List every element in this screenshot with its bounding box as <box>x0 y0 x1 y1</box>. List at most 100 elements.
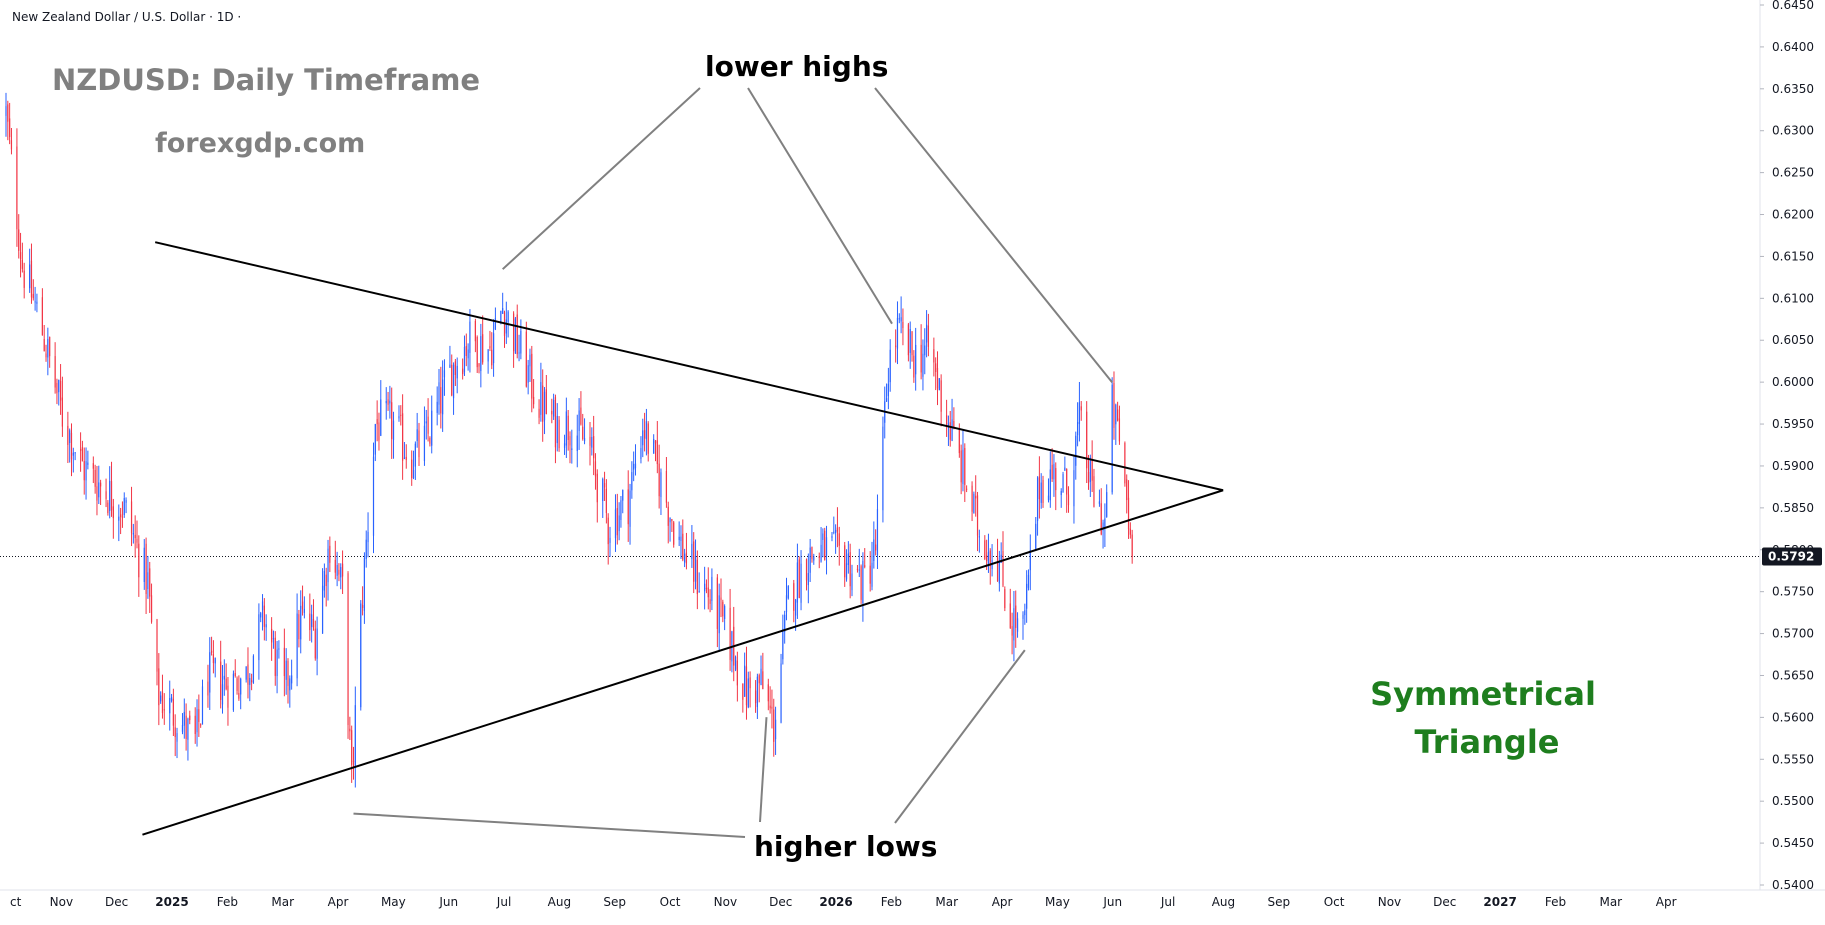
candle-body <box>58 379 60 393</box>
candle-body <box>767 684 769 702</box>
candle-body <box>531 353 533 399</box>
price-tick-label: 0.5400 <box>1772 878 1814 892</box>
candle-body <box>645 421 648 440</box>
candle-body <box>558 419 560 449</box>
candle-body <box>976 495 979 536</box>
price-tick-label: 0.5900 <box>1772 459 1814 473</box>
candle-body <box>1038 476 1040 500</box>
candle-body <box>1086 411 1088 469</box>
candle-body <box>889 349 891 383</box>
candle-body <box>898 318 900 320</box>
candle-body <box>780 663 782 723</box>
candle-body <box>1076 421 1079 436</box>
candle-body <box>684 553 686 563</box>
candle-body <box>451 364 453 396</box>
candle-body <box>1098 501 1101 504</box>
candle-body <box>258 614 260 661</box>
candle-body <box>660 472 662 498</box>
candle-body <box>92 463 94 469</box>
candle-body <box>9 118 11 138</box>
candle-body <box>402 413 404 461</box>
price-tick-label: 0.6400 <box>1772 40 1814 54</box>
candle-body <box>820 544 822 562</box>
candle-body <box>387 399 389 405</box>
site-label: forexgdp.com <box>155 128 365 159</box>
candle-body <box>1075 435 1077 466</box>
candle-body <box>354 705 356 767</box>
price-scale[interactable]: 0.6450 0.6400 0.6350 0.6300 0.6250 0.6200 0.61… <box>0 0 1825 892</box>
candle-body <box>633 463 635 470</box>
higher-lows-label: higher lows <box>754 830 937 863</box>
candle-body <box>210 650 213 653</box>
candle-body <box>958 428 960 454</box>
candle-body <box>7 104 9 122</box>
candle-body <box>754 690 757 704</box>
candle-body <box>232 673 235 711</box>
candle-body <box>678 536 680 541</box>
candle-body <box>520 330 522 354</box>
candle-body <box>925 324 928 343</box>
candle-body <box>631 472 633 491</box>
candle-body <box>507 311 509 323</box>
candle-body <box>900 317 902 322</box>
pointer-lower-high <box>874 87 1113 383</box>
candle-body <box>1118 418 1121 442</box>
candle-body <box>594 461 597 477</box>
candle-body <box>567 415 569 440</box>
candle-body <box>502 308 504 314</box>
candle-body <box>984 540 986 559</box>
candle-body <box>201 686 204 725</box>
candle-body <box>32 293 34 299</box>
candle-body <box>1024 610 1026 616</box>
candle-body <box>61 397 63 427</box>
candle-body <box>756 676 758 708</box>
candle-body <box>1104 518 1106 528</box>
symbol-header: New Zealand Dollar / U.S. Dollar · 1D · <box>12 10 242 24</box>
candle-body <box>940 380 942 412</box>
candle-body <box>987 552 990 566</box>
candle-body <box>818 556 820 559</box>
candle-body <box>1009 603 1011 629</box>
candle-body <box>303 608 305 613</box>
candle-body <box>427 416 429 434</box>
candle-body <box>622 490 624 501</box>
candle-body <box>176 733 178 742</box>
candle-body <box>989 550 991 567</box>
candle-body <box>614 509 617 539</box>
candle-body <box>414 443 416 467</box>
candle-body <box>189 715 191 721</box>
last-price-label: 0.5792 <box>1768 549 1814 563</box>
candle-body <box>469 321 471 353</box>
candle-body <box>79 448 82 451</box>
candle-body <box>1064 467 1066 471</box>
candle-body <box>1055 468 1057 491</box>
candle-body <box>125 500 127 503</box>
candle-body <box>978 536 980 538</box>
candle-body <box>973 493 975 514</box>
candle-body <box>289 678 291 691</box>
candle-body <box>163 709 165 711</box>
time-scale[interactable]: ct Nov Dec 2025 Feb Mar Apr May Jun Jul Aug Sep Oct N… <box>10 895 1677 909</box>
time-tick-label: Nov <box>1378 895 1401 909</box>
candle-body <box>758 675 760 684</box>
candle-body <box>118 516 120 521</box>
candle-body <box>964 448 966 485</box>
candle-body <box>1111 384 1113 493</box>
candle-body <box>480 336 482 372</box>
candle-body <box>16 146 18 230</box>
candle-body <box>656 440 658 465</box>
candle-body <box>607 517 609 545</box>
candle-body <box>1060 491 1062 496</box>
candle-body <box>512 313 515 352</box>
pattern-label-line2: Triangle <box>1414 723 1559 761</box>
candle-body <box>915 344 917 375</box>
candle-body <box>654 440 657 444</box>
candle-body <box>729 607 731 660</box>
candle-body <box>134 534 136 539</box>
candle-body <box>966 488 968 490</box>
candle-body <box>365 539 367 559</box>
trendline-upper <box>154 241 1224 492</box>
candle-body <box>745 666 748 706</box>
